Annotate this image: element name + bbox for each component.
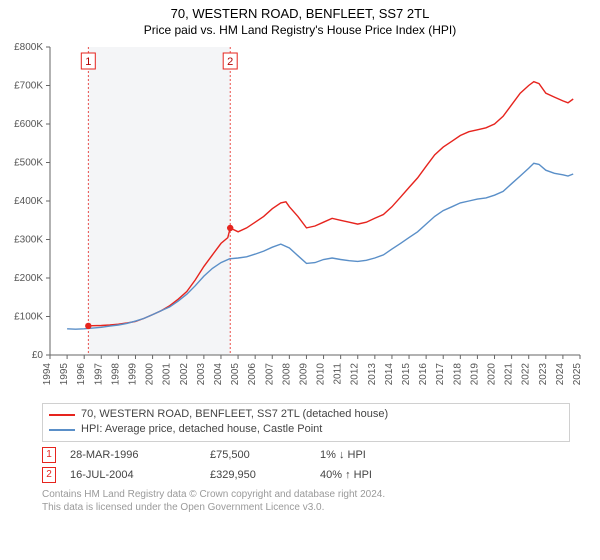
title-sub: Price paid vs. HM Land Registry's House …	[0, 21, 600, 41]
sale-marker-dot	[85, 323, 91, 329]
diff-arrow-icon: ↑	[345, 469, 351, 481]
y-tick-label: £400K	[14, 196, 43, 207]
legend-label: 70, WESTERN ROAD, BENFLEET, SS7 2TL (det…	[81, 407, 388, 422]
footnotes: Contains HM Land Registry data © Crown c…	[42, 488, 570, 514]
x-tick-label: 2012	[350, 363, 361, 386]
footnote-line: This data is licensed under the Open Gov…	[42, 501, 570, 514]
sale-row: 2 16-JUL-2004£329,95040% ↑ HPI	[42, 466, 570, 484]
legend-row: HPI: Average price, detached house, Cast…	[49, 422, 563, 437]
x-tick-label: 2023	[538, 363, 549, 386]
x-tick-label: 2008	[281, 363, 292, 386]
y-tick-label: £100K	[14, 312, 43, 323]
x-tick-label: 1995	[59, 363, 70, 386]
y-tick-label: £600K	[14, 119, 43, 130]
line-chart: £0 £100K £200K £300K £400K £500K £600K £700K £80…	[0, 41, 600, 401]
y-tick-label: £700K	[14, 81, 43, 92]
sale-price: £75,500	[210, 449, 320, 461]
y-tick-label: £300K	[14, 235, 43, 246]
x-tick-label: 2003	[196, 363, 207, 386]
x-tick-label: 1997	[93, 363, 104, 386]
diff-arrow-icon: ↓	[339, 449, 345, 461]
y-tick-label: £500K	[14, 158, 43, 169]
legend-label: HPI: Average price, detached house, Cast…	[81, 422, 322, 437]
x-tick-label: 2001	[162, 363, 173, 386]
x-tick-label: 2019	[469, 363, 480, 386]
sale-marker-box: 1	[42, 447, 56, 463]
sale-row: 1 28-MAR-1996£75,5001% ↓ HPI	[42, 446, 570, 464]
x-tick-label: 2020	[487, 363, 498, 386]
x-tick-label: 2006	[247, 363, 258, 386]
x-tick-label: 2021	[504, 363, 515, 386]
x-tick-label: 2005	[230, 363, 241, 386]
x-tick-label: 2017	[435, 363, 446, 386]
x-tick-label: 2016	[418, 363, 429, 386]
sale-marker-box: 2	[42, 467, 56, 483]
x-tick-label: 2015	[401, 363, 412, 386]
x-tick-label: 2025	[572, 363, 583, 386]
y-tick-label: £200K	[14, 273, 43, 284]
y-tick-label: £800K	[14, 42, 43, 53]
sale-marker-number: 1	[85, 56, 91, 68]
x-tick-label: 2009	[298, 363, 309, 386]
x-tick-label: 2002	[179, 363, 190, 386]
x-tick-label: 1998	[110, 363, 121, 386]
y-tick-label: £0	[32, 350, 44, 361]
legend-box: 70, WESTERN ROAD, BENFLEET, SS7 2TL (det…	[42, 403, 570, 442]
sale-marker-number: 2	[227, 56, 233, 68]
x-tick-label: 2014	[384, 363, 395, 386]
x-tick-label: 1996	[76, 363, 87, 386]
x-tick-label: 2007	[264, 363, 275, 386]
legend-row: 70, WESTERN ROAD, BENFLEET, SS7 2TL (det…	[49, 407, 563, 422]
sale-diff: 40% ↑ HPI	[320, 469, 430, 481]
shaded-band	[88, 47, 230, 355]
x-tick-label: 1994	[42, 363, 53, 386]
x-tick-label: 2011	[333, 363, 344, 385]
legend-swatch	[49, 429, 75, 431]
x-tick-label: 1999	[127, 363, 138, 386]
sales-rows: 1 28-MAR-1996£75,5001% ↓ HPI 2 16-JUL-2004£…	[0, 446, 600, 484]
sale-price: £329,950	[210, 469, 320, 481]
chart-container: 70, WESTERN ROAD, BENFLEET, SS7 2TL Pric…	[0, 0, 600, 560]
sale-date: 16-JUL-2004	[70, 469, 210, 481]
x-tick-label: 2010	[316, 363, 327, 386]
x-tick-label: 2018	[452, 363, 463, 386]
x-tick-label: 2013	[367, 363, 378, 386]
sale-diff: 1% ↓ HPI	[320, 449, 430, 461]
x-tick-label: 2024	[555, 363, 566, 386]
sale-marker-dot	[227, 225, 233, 231]
footnote-line: Contains HM Land Registry data © Crown c…	[42, 488, 570, 501]
sale-date: 28-MAR-1996	[70, 449, 210, 461]
title-main: 70, WESTERN ROAD, BENFLEET, SS7 2TL	[0, 0, 600, 21]
x-tick-label: 2004	[213, 363, 224, 386]
x-tick-label: 2022	[521, 363, 532, 386]
x-tick-label: 2000	[145, 363, 156, 386]
legend-swatch	[49, 414, 75, 416]
